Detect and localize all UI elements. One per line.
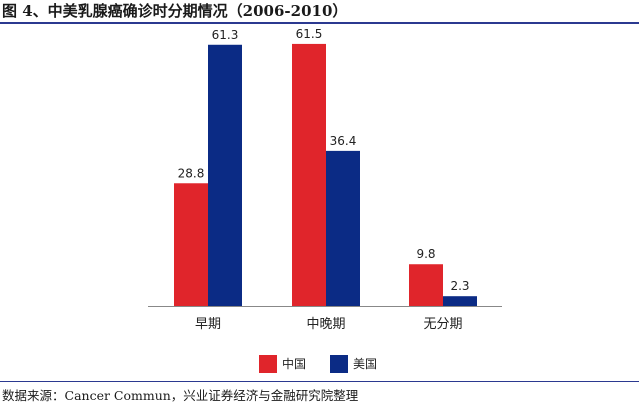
x-tick-label-0: 早期: [195, 317, 221, 332]
data-label-china-0: 28.8: [178, 166, 205, 180]
bar-china-1: [292, 43, 326, 307]
data-labels: 28.8 61.3 61.5 36.4 9.8 2.3: [178, 27, 470, 293]
legend-label-usa: 美国: [353, 357, 377, 371]
data-label-usa-1: 36.4: [330, 134, 357, 148]
legend-label-china: 中国: [282, 356, 306, 371]
x-tick-label-1: 中晚期: [306, 317, 345, 332]
source-rule: [0, 381, 639, 382]
data-label-usa-2: 2.3: [450, 279, 469, 293]
bars-group: [174, 43, 477, 307]
x-tick-labels: 早期 中晚期 无分期: [195, 317, 463, 332]
bar-chart: 早期 中晚期 无分期 28.8 61.3 61.5 36.4 9.8 2.3 中国 美国: [148, 27, 502, 373]
title-rule: [0, 22, 639, 24]
bar-usa-2: [443, 296, 477, 306]
data-label-usa-0: 61.3: [212, 28, 239, 42]
bar-usa-1: [326, 150, 360, 306]
data-label-china-1: 61.5: [296, 27, 323, 41]
legend-swatch-china: [259, 355, 277, 373]
legend: 中国 美国: [259, 355, 377, 373]
chart-title: 图 4、中美乳腺癌确诊时分期情况（2006-2010）: [2, 2, 348, 20]
bar-usa-0: [208, 44, 242, 306]
bar-china-0: [174, 183, 208, 306]
source-note: 数据来源：Cancer Commun，兴业证券经济与金融研究院整理: [2, 388, 359, 403]
legend-swatch-usa: [330, 355, 348, 373]
x-tick-label-2: 无分期: [423, 317, 462, 332]
data-label-china-2: 9.8: [416, 247, 435, 261]
bar-china-2: [409, 264, 443, 306]
